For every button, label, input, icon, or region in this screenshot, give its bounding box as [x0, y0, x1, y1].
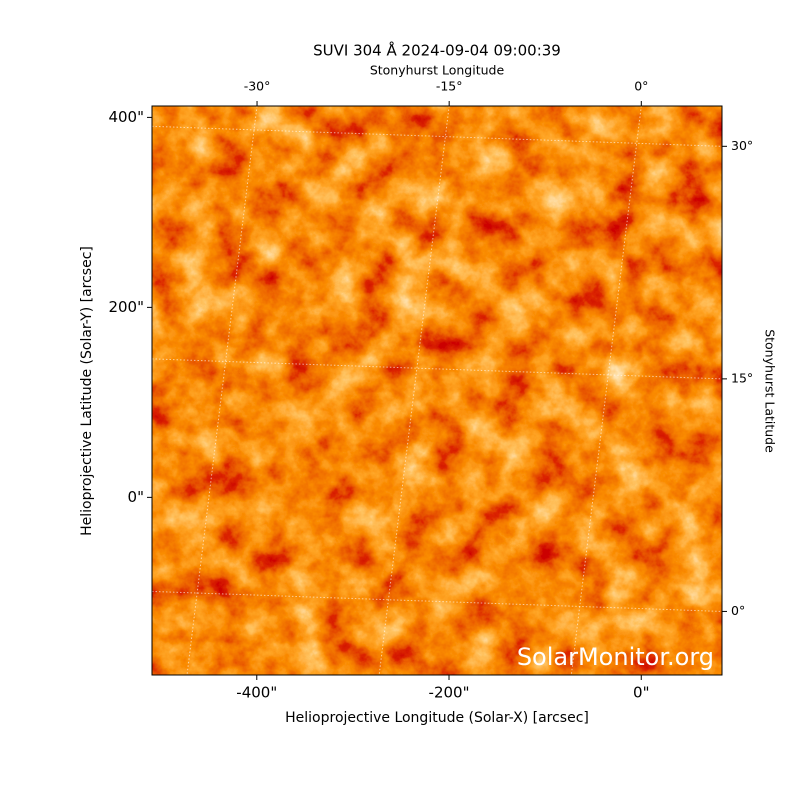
x2-tick-label: -30° — [244, 79, 271, 94]
y-label: Helioprojective Latitude (Solar-Y) [arcs… — [79, 246, 95, 536]
grid-line — [570, 106, 642, 675]
x-tick-label: 0" — [633, 684, 649, 702]
grid-line — [152, 125, 722, 147]
grid — [152, 106, 722, 675]
axes-frame — [151, 105, 723, 676]
solar-image — [152, 106, 722, 675]
x-label: Helioprojective Longitude (Solar-X) [arc… — [285, 710, 589, 726]
x2-tick-label: -15° — [436, 79, 463, 94]
x2-tick-label: 0° — [634, 79, 648, 94]
grid-line — [186, 106, 258, 675]
y2-label: Stonyhurst Latitude — [763, 329, 778, 453]
title: SUVI 304 Å 2024-09-04 09:00:39 — [313, 41, 561, 60]
watermark: SolarMonitor.org — [517, 643, 714, 671]
y-tick-label: 0" — [128, 488, 144, 506]
grid-line — [152, 358, 722, 380]
x2-label: Stonyhurst Longitude — [370, 63, 505, 78]
y2-tick-label: 30° — [731, 138, 753, 153]
x-tick-label: -200" — [429, 684, 470, 702]
x-tick-label: -400" — [236, 684, 277, 702]
y2-tick-label: 0° — [731, 603, 745, 618]
y-tick-label: 200" — [108, 298, 144, 316]
grid-line — [378, 106, 450, 675]
y2-tick-label: 15° — [731, 370, 753, 385]
y-tick-label: 400" — [108, 108, 144, 126]
grid-line — [152, 590, 722, 612]
